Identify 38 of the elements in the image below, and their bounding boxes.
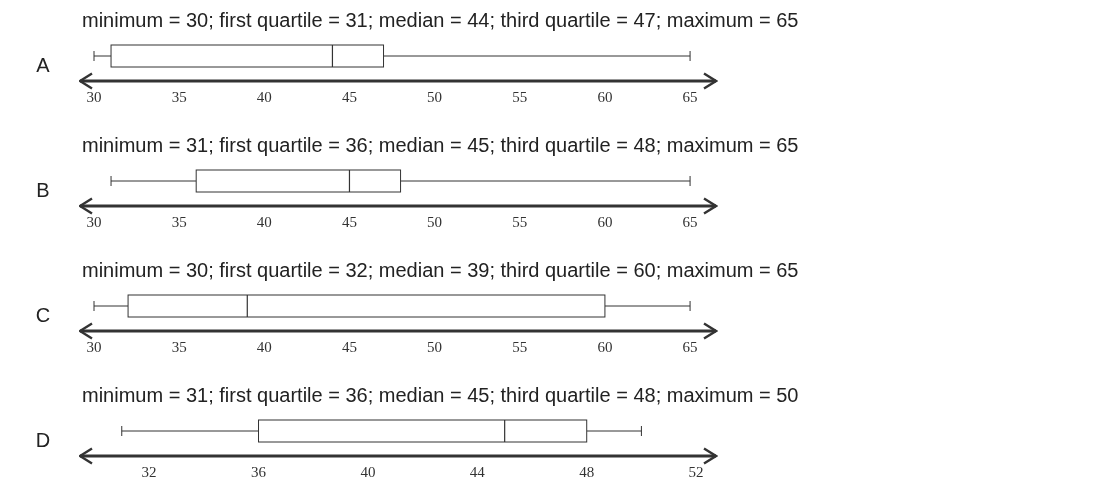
x-tick-label: 60	[597, 339, 613, 355]
x-tick-label: 55	[512, 89, 528, 105]
x-tick-label: 45	[341, 214, 357, 230]
x-tick-label: 52	[688, 464, 704, 480]
x-tick-label: 40	[360, 464, 376, 480]
x-tick-label: 65	[682, 89, 698, 105]
chart-title: minimum = 30; first quartile = 32; median = 39; third quartile = 60; maximum = 65	[82, 259, 799, 282]
y-tick-label: C	[35, 304, 51, 327]
y-tick-label: D	[35, 429, 51, 452]
chart-title: minimum = 31; first quartile = 36; median = 45; third quartile = 48; maximum = 65	[82, 134, 799, 157]
x-tick-label: 40	[256, 89, 272, 105]
chart-title: minimum = 30; first quartile = 31; median = 44; third quartile = 47; maximum = 65	[82, 9, 799, 32]
y-tick-label: B	[36, 179, 50, 202]
x-tick-label: 40	[256, 214, 272, 230]
x-tick-label: 32	[141, 464, 157, 480]
x-tick-label: 40	[256, 339, 272, 355]
chart-title: minimum = 31; first quartile = 36; median = 45; third quartile = 48; maximum = 50	[82, 384, 799, 407]
x-tick-label: 50	[427, 89, 443, 105]
x-tick-label: 60	[597, 214, 613, 230]
x-tick-label: 48	[579, 464, 595, 480]
x-tick-label: 35	[171, 89, 187, 105]
x-tick-label: 44	[469, 464, 486, 480]
x-tick-label: 60	[597, 89, 613, 105]
x-tick-label: 30	[86, 214, 102, 230]
x-tick-label: 36	[251, 464, 267, 480]
x-tick-label: 30	[86, 339, 102, 355]
x-tick-label: 45	[341, 339, 357, 355]
x-tick-label: 55	[512, 214, 528, 230]
x-tick-label: 65	[682, 214, 698, 230]
x-tick-label: 45	[341, 89, 357, 105]
y-tick-label: A	[36, 54, 51, 77]
x-tick-label: 30	[86, 89, 102, 105]
x-tick-label: 55	[512, 339, 528, 355]
x-tick-label: 35	[171, 339, 187, 355]
x-tick-label: 50	[427, 214, 443, 230]
x-tick-label: 65	[682, 339, 698, 355]
x-tick-label: 50	[427, 339, 443, 355]
x-tick-label: 35	[171, 214, 187, 230]
